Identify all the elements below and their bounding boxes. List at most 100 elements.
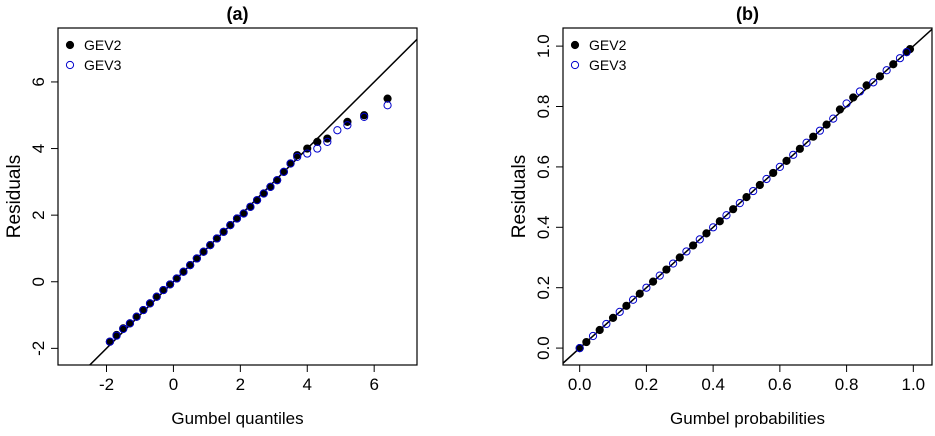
point	[682, 247, 691, 256]
point	[132, 312, 141, 321]
point	[105, 337, 114, 346]
point	[869, 78, 878, 87]
y-tick-label: 0.6	[534, 155, 553, 179]
point	[165, 280, 175, 289]
point	[313, 137, 322, 146]
point	[835, 105, 845, 114]
point	[802, 138, 811, 147]
x-tick-label: 0	[169, 375, 178, 394]
point	[293, 152, 302, 161]
point	[159, 285, 168, 295]
point	[226, 221, 235, 230]
point	[219, 227, 228, 236]
x-tick-label: -2	[99, 375, 114, 394]
point	[742, 193, 751, 202]
point	[588, 331, 598, 341]
point	[795, 144, 804, 153]
point	[715, 217, 724, 226]
point	[152, 292, 161, 301]
point	[313, 144, 322, 153]
legend-label: GEV3	[84, 57, 122, 73]
point	[266, 182, 275, 191]
point	[675, 253, 684, 262]
legend-label: GEV3	[589, 57, 627, 73]
point	[360, 112, 369, 122]
point	[749, 186, 758, 196]
point	[855, 87, 865, 96]
point	[782, 156, 791, 165]
point	[655, 271, 664, 280]
point	[303, 149, 312, 158]
point	[608, 313, 618, 322]
point	[172, 274, 181, 283]
x-tick-label: 0.0	[568, 375, 592, 394]
point	[642, 283, 651, 292]
point	[246, 202, 255, 211]
x-tick-label: 0.8	[835, 375, 859, 394]
point	[119, 324, 128, 334]
x-axis-label: Gumbel quantiles	[171, 409, 303, 428]
point	[192, 254, 201, 263]
legend-marker	[65, 40, 75, 50]
point	[902, 48, 911, 57]
point	[139, 305, 148, 315]
y-tick-label: 4	[29, 144, 48, 153]
point	[895, 54, 905, 63]
x-tick-label: 2	[236, 375, 245, 394]
y-tick-label: 2	[29, 210, 48, 219]
plot-box	[57, 27, 418, 366]
legend-marker	[65, 60, 75, 70]
point	[239, 209, 248, 218]
point	[648, 277, 658, 286]
point	[829, 114, 838, 123]
point	[722, 211, 731, 220]
x-tick-label: 6	[369, 375, 378, 394]
point	[383, 101, 392, 110]
point	[333, 126, 342, 135]
point	[112, 331, 121, 340]
legend-marker	[570, 60, 580, 70]
point	[232, 214, 242, 223]
point	[775, 162, 784, 172]
point	[622, 301, 631, 310]
y-tick-label: 1.0	[534, 34, 553, 58]
point	[729, 205, 738, 214]
point	[179, 267, 188, 276]
x-tick-label: 0.2	[635, 375, 659, 394]
point	[595, 325, 604, 335]
legend-label: GEV2	[84, 37, 122, 53]
point	[575, 343, 584, 353]
point	[702, 229, 711, 238]
point	[273, 176, 282, 185]
point	[212, 234, 222, 243]
point	[875, 72, 885, 81]
point	[343, 121, 352, 130]
legend-marker	[570, 40, 580, 50]
point	[252, 196, 262, 205]
point	[769, 168, 778, 178]
point	[602, 319, 611, 329]
point	[709, 223, 718, 232]
point	[789, 150, 798, 159]
point	[689, 241, 698, 250]
point	[323, 137, 332, 146]
x-tick-label: 4	[303, 375, 312, 394]
point	[186, 260, 195, 270]
y-tick-label: 0.2	[534, 276, 553, 300]
y-axis-label: Residuals	[4, 155, 25, 238]
point	[842, 99, 851, 108]
point	[125, 319, 135, 328]
point	[862, 81, 871, 90]
x-axis-label: Gumbel probabilities	[670, 409, 825, 428]
point	[809, 132, 818, 141]
point	[615, 307, 624, 316]
y-tick-label: 0	[29, 277, 48, 286]
point	[293, 151, 302, 160]
point	[286, 159, 295, 168]
point	[628, 295, 638, 304]
y-tick-label: 0.0	[534, 336, 553, 360]
point	[822, 120, 831, 129]
point	[199, 247, 208, 256]
point	[145, 299, 155, 308]
